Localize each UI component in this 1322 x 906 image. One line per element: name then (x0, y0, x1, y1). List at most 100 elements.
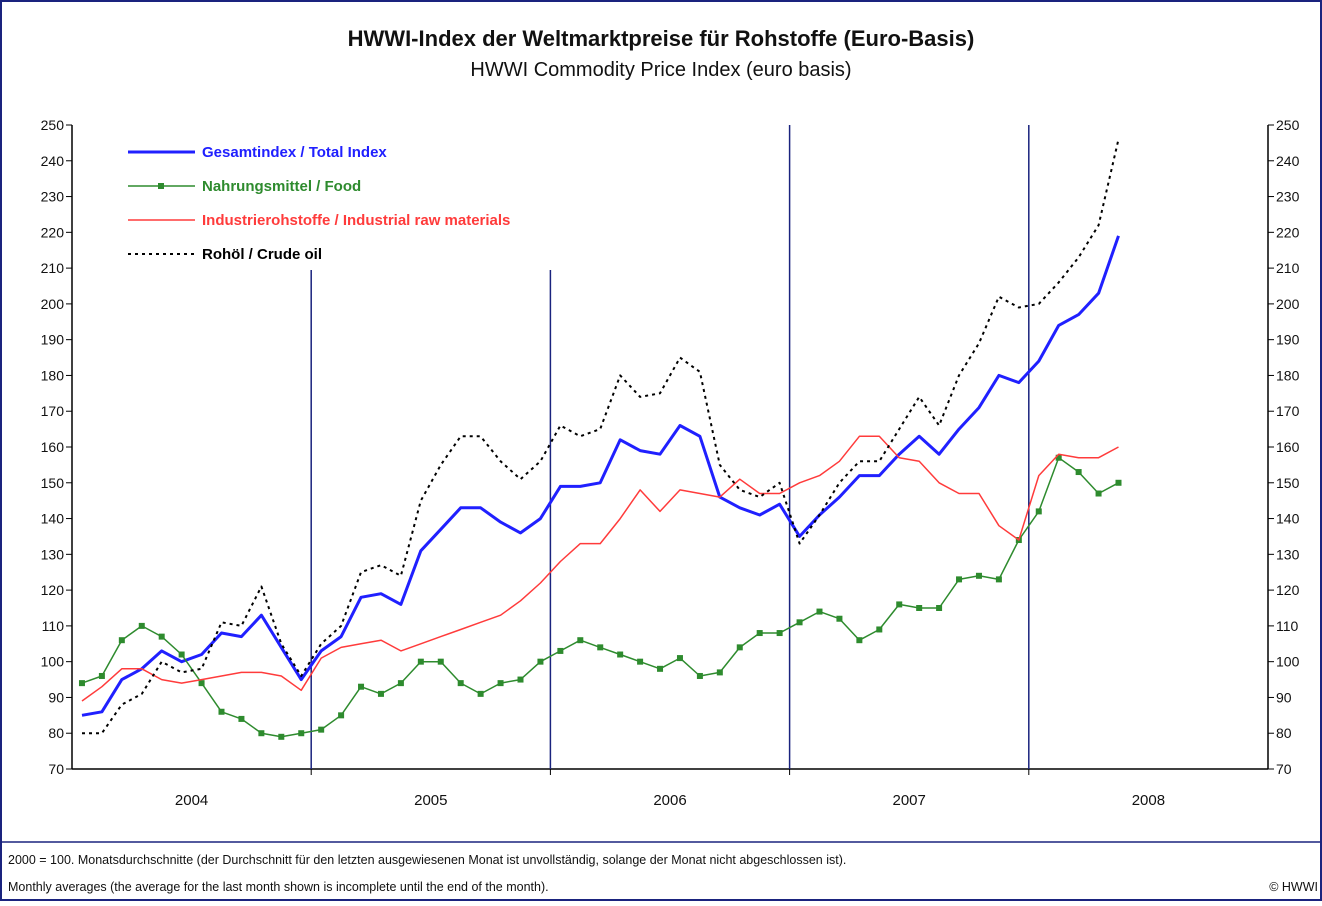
point-marker (696, 672, 703, 679)
point-marker (736, 644, 743, 651)
point-marker (158, 633, 165, 640)
y-tick-label: 180 (41, 367, 65, 383)
chart-title: HWWI-Index der Weltmarktpreise für Rohst… (348, 26, 975, 51)
series (78, 454, 1122, 740)
point-marker (557, 647, 564, 654)
y-tick-label: 140 (1276, 511, 1300, 527)
y-tick-label: 90 (1276, 689, 1292, 705)
point-marker (936, 605, 943, 611)
y-tick-label: 80 (48, 725, 64, 741)
series (81, 435, 1119, 702)
legend-marker (158, 183, 164, 189)
y-tick-label: 110 (1276, 618, 1299, 634)
point-marker (916, 605, 923, 611)
point-marker (278, 733, 285, 740)
x-tick-label: 2006 (653, 792, 686, 809)
point-marker (617, 651, 624, 658)
y-tick-label: 230 (41, 189, 65, 205)
y-tick-label: 160 (1276, 439, 1300, 455)
point-marker (417, 658, 424, 665)
point-marker (1075, 469, 1082, 476)
point-marker (776, 630, 783, 637)
point-marker (457, 680, 464, 687)
y-tick-label: 110 (42, 618, 65, 634)
y-tick-label: 80 (1276, 725, 1292, 741)
point-marker (497, 680, 504, 687)
y-tick-label: 70 (48, 761, 64, 777)
point-marker (517, 676, 524, 683)
y-tick-label: 220 (41, 224, 65, 240)
point-marker (876, 626, 883, 633)
y-tick-label: 240 (41, 153, 65, 169)
legend-label: Gesamtindex / Total Index (202, 144, 387, 161)
y-tick-label: 90 (48, 689, 64, 705)
y-tick-label: 130 (1276, 546, 1300, 562)
point-marker (995, 576, 1002, 583)
y-tick-label: 210 (41, 260, 65, 276)
y-tick-label: 100 (41, 654, 65, 670)
point-marker (238, 715, 245, 722)
point-marker (358, 683, 365, 690)
y-tick-label: 200 (1276, 296, 1300, 312)
footnote: 2000 = 100. Monatsdurchschnitte (der Dur… (8, 853, 846, 867)
point-marker (896, 601, 903, 608)
point-marker (856, 637, 863, 644)
point-marker (198, 680, 205, 687)
point-marker (258, 730, 265, 737)
point-marker (397, 680, 404, 687)
series-line (82, 139, 1120, 735)
point-marker (956, 576, 963, 583)
x-tick-label: 2007 (893, 792, 926, 809)
point-marker (676, 655, 683, 662)
point-marker (577, 637, 584, 644)
point-marker (836, 615, 843, 622)
copyright: © HWWI (1269, 880, 1318, 894)
y-tick-label: 190 (41, 332, 65, 348)
series-line (81, 235, 1120, 717)
point-marker (796, 619, 803, 626)
point-marker (118, 637, 125, 644)
legend-label: Nahrungsmittel / Food (202, 178, 361, 195)
y-tick-label: 100 (1276, 654, 1300, 670)
y-tick-label: 130 (41, 546, 65, 562)
point-marker (1055, 454, 1062, 461)
point-marker (298, 730, 305, 737)
y-tick-label: 120 (41, 582, 65, 598)
y-tick-label: 170 (41, 403, 65, 419)
point-marker (716, 669, 723, 676)
point-marker (437, 658, 444, 665)
y-tick-label: 190 (1276, 332, 1300, 348)
footnote: Monthly averages (the average for the la… (8, 880, 549, 894)
y-tick-label: 250 (1276, 117, 1300, 133)
y-tick-label: 120 (1276, 582, 1300, 598)
y-tick-label: 240 (1276, 153, 1300, 169)
y-tick-label: 140 (41, 511, 65, 527)
point-marker (816, 608, 823, 615)
point-marker (218, 708, 225, 715)
y-tick-label: 200 (41, 296, 65, 312)
y-tick-label: 170 (1276, 403, 1300, 419)
y-tick-label: 220 (1276, 224, 1300, 240)
point-marker (98, 672, 105, 679)
point-marker (1035, 508, 1042, 515)
point-marker (1095, 490, 1102, 497)
x-tick-label: 2004 (175, 792, 208, 809)
point-marker (477, 690, 484, 697)
x-tick-label: 2008 (1132, 792, 1165, 809)
y-tick-label: 150 (1276, 475, 1300, 491)
y-tick-label: 160 (41, 439, 65, 455)
legend-label: Industrierohstoffe / Industrial raw mate… (202, 212, 510, 229)
point-marker (537, 658, 544, 665)
y-tick-label: 250 (41, 117, 65, 133)
point-marker (657, 665, 664, 672)
point-marker (78, 680, 85, 687)
y-tick-label: 230 (1276, 189, 1300, 205)
point-marker (975, 572, 982, 579)
point-marker (377, 690, 384, 697)
y-tick-label: 180 (1276, 367, 1300, 383)
point-marker (637, 658, 644, 665)
y-tick-label: 150 (41, 475, 65, 491)
point-marker (138, 622, 145, 629)
point-marker (318, 726, 325, 733)
